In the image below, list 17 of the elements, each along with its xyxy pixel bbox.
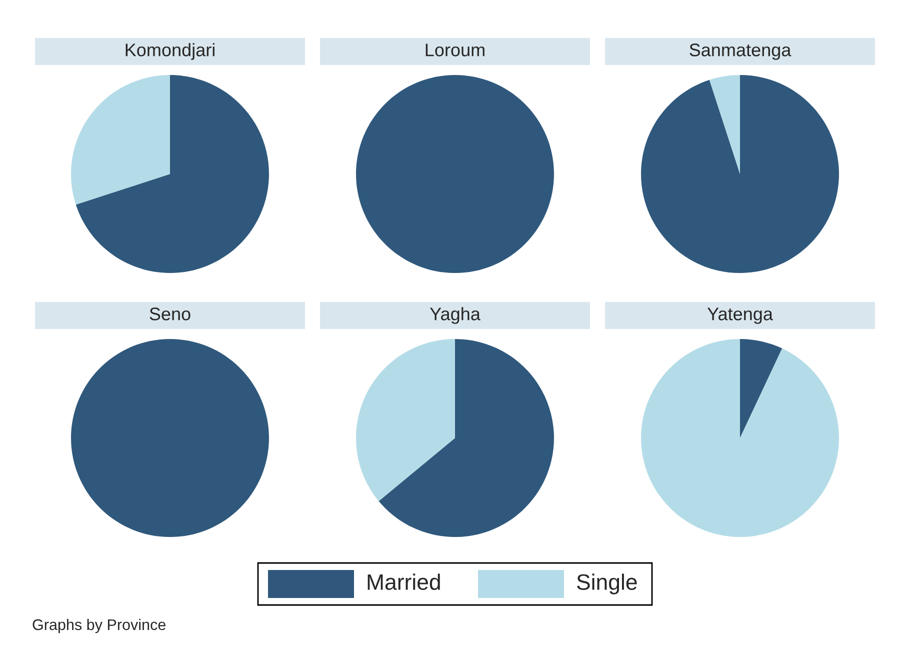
pie-slice: [76, 75, 269, 273]
pie-slice: [641, 339, 839, 537]
chart-title: Seno: [150, 308, 190, 320]
legend-label: Married: [368, 574, 440, 590]
pie-slice: [709, 75, 740, 174]
pie-slice: [71, 75, 170, 205]
chart-title: Sanmatenga: [690, 44, 792, 60]
chart-title: Yatenga: [707, 308, 773, 324]
pie-slice: [740, 339, 782, 438]
chart-title: Loroum: [426, 44, 484, 56]
legend-label: Single: [577, 574, 637, 594]
pie-slice: [356, 339, 455, 502]
chart-title: Yagha: [430, 307, 480, 324]
pie-slice: [378, 339, 554, 537]
chart-title: Komondjari: [126, 43, 214, 60]
pie-slice: [641, 75, 839, 273]
text: Graphs by Province: [32, 618, 166, 634]
